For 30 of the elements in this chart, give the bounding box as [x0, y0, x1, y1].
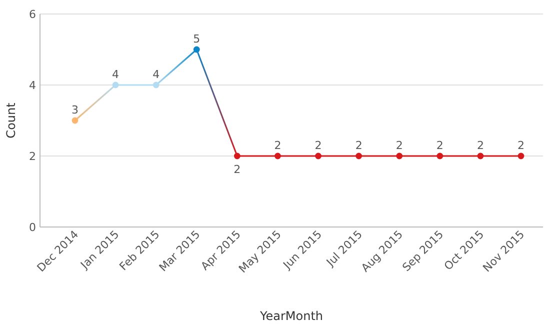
point	[356, 152, 362, 160]
data-label: 2	[436, 139, 444, 152]
data-label: 2	[476, 139, 484, 152]
data-label: 3	[72, 104, 78, 116]
data-label: 2	[314, 139, 322, 152]
point	[72, 117, 78, 124]
y-axis-title: Count	[4, 102, 18, 138]
point	[518, 152, 524, 160]
point	[315, 152, 322, 160]
point	[396, 152, 403, 160]
point	[477, 152, 484, 160]
x-axis-title: YearMonth	[258, 309, 324, 323]
y-tick-label: 6	[29, 8, 36, 21]
point	[274, 152, 281, 160]
y-tick-label: 4	[29, 79, 36, 92]
point	[436, 152, 444, 160]
data-label: 2	[396, 139, 403, 152]
point	[152, 82, 160, 88]
data-label: 2	[518, 139, 524, 152]
data-label: 2	[234, 163, 241, 176]
data-label: 4	[152, 68, 160, 81]
point	[193, 46, 200, 53]
point	[234, 152, 240, 160]
data-label: 2	[274, 139, 282, 152]
point	[112, 82, 119, 88]
data-label: 2	[355, 139, 362, 152]
y-tick-label: 0	[29, 221, 36, 234]
y-tick-label: 2	[29, 150, 36, 163]
data-label: 4	[112, 68, 120, 81]
data-label: 5	[193, 32, 200, 46]
